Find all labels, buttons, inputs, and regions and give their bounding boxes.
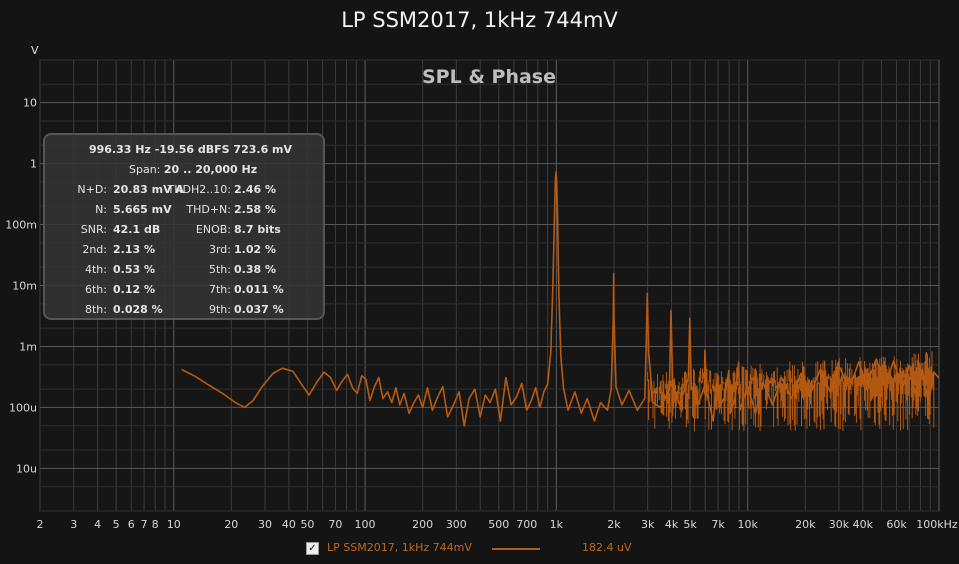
stat-label: N: bbox=[95, 203, 107, 216]
stat-label: THDH2..10: bbox=[167, 183, 231, 196]
x-tick-label: 8 bbox=[152, 518, 159, 531]
stats-row-left: N+D: bbox=[77, 183, 107, 196]
x-tick-label: 5 bbox=[113, 518, 120, 531]
x-tick-label: 700 bbox=[516, 518, 537, 531]
measurement-stats-panel[interactable]: 996.33 Hz -19.56 dBFS 723.6 mV Span: 20 … bbox=[43, 133, 325, 320]
x-tick-label: 6 bbox=[128, 518, 135, 531]
stat-value: 42.1 dB bbox=[113, 223, 161, 236]
stats-row-left: SNR: bbox=[81, 223, 107, 236]
stat-label: 6th: bbox=[85, 283, 107, 296]
stat-label: ENOB: bbox=[195, 223, 231, 236]
y-tick-label: 100u bbox=[9, 401, 37, 414]
noise-floor-band bbox=[647, 351, 935, 432]
stat-label: THD+N: bbox=[186, 203, 231, 216]
legend-checkbox[interactable]: ✓ bbox=[306, 542, 319, 555]
y-tick-label: 100m bbox=[5, 219, 37, 232]
stat-value: 0.38 % bbox=[234, 263, 276, 276]
stats-row-right: ENOB: bbox=[196, 223, 231, 236]
x-tick-label: 30 bbox=[258, 518, 272, 531]
x-tick-label: 4k bbox=[665, 518, 679, 531]
stat-value: 0.011 % bbox=[234, 283, 284, 296]
stats-header: 996.33 Hz -19.56 dBFS 723.6 mV bbox=[89, 143, 293, 156]
stats-row-right: 3rd: bbox=[209, 243, 231, 256]
y-tick-label: 10 bbox=[23, 97, 37, 110]
stat-label: 2nd: bbox=[82, 243, 107, 256]
x-tick-label: 7 bbox=[141, 518, 148, 531]
y-tick-label: 1m bbox=[19, 340, 37, 353]
x-tick-label: 10k bbox=[737, 518, 758, 531]
stat-value: 0.53 % bbox=[113, 263, 155, 276]
stats-row-right: 9th: bbox=[209, 303, 231, 316]
y-tick-label: 10m bbox=[12, 280, 37, 293]
spectrum-trace[interactable] bbox=[181, 171, 940, 427]
x-tick-label: 100 bbox=[355, 518, 376, 531]
x-tick-label: 10 bbox=[167, 518, 181, 531]
x-tick-label: 60k bbox=[886, 518, 907, 531]
x-tick-label: 5k bbox=[683, 518, 697, 531]
stat-label: 3rd: bbox=[208, 243, 231, 256]
stat-value: 0.037 % bbox=[234, 303, 284, 316]
x-tick-label: 3k bbox=[641, 518, 655, 531]
stat-value: 5.665 mV bbox=[113, 203, 172, 216]
chart-title: LP SSM2017, 1kHz 744mV bbox=[341, 8, 618, 32]
x-tick-label: 500 bbox=[488, 518, 509, 531]
x-tick-label: 20k bbox=[795, 518, 816, 531]
x-tick-label: 20 bbox=[224, 518, 238, 531]
stat-label: N+D: bbox=[77, 183, 107, 196]
stats-row-right: THDH2..10: bbox=[168, 183, 231, 196]
x-tick-label: 3 bbox=[70, 518, 77, 531]
stat-value: 2.46 % bbox=[234, 183, 276, 196]
legend-line-swatch bbox=[492, 548, 540, 550]
stat-label: 7th: bbox=[209, 283, 231, 296]
stat-value: 0.028 % bbox=[113, 303, 163, 316]
stats-row-right: 7th: bbox=[209, 283, 231, 296]
stats-row-left: 2nd: bbox=[82, 243, 107, 256]
stats-row-left: 8th: bbox=[85, 303, 107, 316]
stat-value: 1.02 % bbox=[234, 243, 276, 256]
plot-subtitle: SPL & Phase bbox=[422, 66, 556, 88]
x-tick-label: 1k bbox=[550, 518, 564, 531]
x-tick-label: 70 bbox=[328, 518, 342, 531]
stats-row-left: 4th: bbox=[85, 263, 107, 276]
x-tick-label: 7k bbox=[711, 518, 725, 531]
noise-floor-trace bbox=[647, 351, 935, 432]
x-tick-label: 2k bbox=[607, 518, 621, 531]
y-tick-label: 10u bbox=[16, 462, 37, 475]
stat-value: 2.58 % bbox=[234, 203, 276, 216]
stat-value: 2.13 % bbox=[113, 243, 155, 256]
x-tick-label: 4 bbox=[94, 518, 101, 531]
stats-row-right: THD+N: bbox=[186, 203, 231, 216]
x-tick-label: 200 bbox=[412, 518, 433, 531]
y-axis-ticks: 10 1 100m 10m 1m 100u 10u bbox=[5, 97, 37, 476]
x-tick-label: 100kHz bbox=[916, 518, 958, 531]
x-tick-label: 30k bbox=[829, 518, 850, 531]
x-tick-label: 300 bbox=[446, 518, 467, 531]
stat-label: 9th: bbox=[209, 303, 231, 316]
stats-span: Span: 20 .. 20,000 Hz bbox=[129, 163, 257, 176]
stat-label: SNR: bbox=[80, 223, 107, 236]
stat-value: 8.7 bits bbox=[234, 223, 281, 236]
x-tick-label: 2 bbox=[37, 518, 44, 531]
y-tick-label: 1 bbox=[30, 158, 37, 171]
x-tick-label: 40k bbox=[853, 518, 874, 531]
stats-row-right: 5th: bbox=[209, 263, 231, 276]
x-axis-ticks: 2 3 4 5 6 7 8 10 20 30 40 50 70 100 200 300 500 700 1k 2k 3k… bbox=[37, 518, 958, 531]
stat-value: 0.12 % bbox=[113, 283, 155, 296]
stat-value: 20.83 mV A bbox=[113, 183, 184, 196]
x-tick-label: 50 bbox=[300, 518, 314, 531]
y-axis-unit: V bbox=[31, 44, 39, 57]
legend-cursor-value: 182.4 uV bbox=[582, 541, 632, 554]
stats-row-left: N: bbox=[95, 203, 107, 216]
legend-series-name[interactable]: LP SSM2017, 1kHz 744mV bbox=[327, 541, 472, 554]
stat-label: 8th: bbox=[85, 303, 107, 316]
span-value: 20 .. 20,000 Hz bbox=[163, 163, 258, 176]
stat-label: 4th: bbox=[85, 263, 107, 276]
span-label: Span: bbox=[129, 163, 161, 176]
stats-row-left: 6th: bbox=[85, 283, 107, 296]
legend: ✓ LP SSM2017, 1kHz 744mV 182.4 uV bbox=[0, 541, 959, 557]
stat-label: 5th: bbox=[209, 263, 231, 276]
x-tick-label: 40 bbox=[282, 518, 296, 531]
